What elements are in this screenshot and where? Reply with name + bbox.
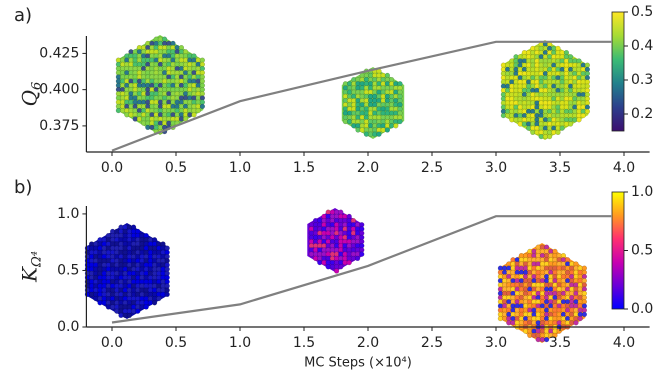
particle-atom	[135, 308, 141, 314]
y-label-base: K	[17, 266, 41, 283]
x-tick-label: 1.5	[293, 335, 315, 351]
y-label-sub: 6	[29, 82, 44, 90]
particle-atom	[559, 125, 565, 131]
y-tick-label: 0.5	[57, 262, 79, 278]
x-tick-label: 3.0	[485, 160, 507, 176]
particle-atom	[546, 134, 553, 140]
x-tick-label: 1.5	[293, 160, 315, 176]
particle-atom	[346, 260, 352, 266]
particle-atom	[143, 304, 149, 310]
colorbar-tick-label: 0.5	[631, 4, 653, 20]
colorbar-tick-label: 1.0	[631, 184, 653, 200]
nanoparticle-image	[497, 243, 588, 343]
x-tick-label: 0.0	[101, 335, 123, 351]
data-line	[111, 215, 612, 324]
x-tick-label: 3.5	[549, 335, 571, 351]
panel-label: b)	[14, 177, 32, 198]
x-axis-label: MC Steps (×10⁴)	[304, 356, 412, 371]
y-tick-label: 0.400	[39, 82, 79, 98]
y-tick-label: 1.0	[57, 206, 79, 222]
y-tick-label: 0.375	[39, 118, 79, 134]
x-tick-label: 1.0	[229, 160, 251, 176]
particle-atom	[543, 337, 550, 343]
x-tick-label: 3.5	[549, 160, 571, 176]
particle-atom	[567, 121, 574, 127]
colorbar	[611, 11, 625, 132]
nanoparticle-image	[307, 208, 365, 274]
particle-atom	[552, 332, 558, 339]
particle-atom	[577, 316, 583, 322]
y-label-base: Q	[17, 90, 41, 106]
particle-atom	[334, 268, 340, 274]
particle-atom	[576, 117, 582, 123]
nanoparticle-image	[84, 223, 170, 319]
x-tick-label: 2.0	[357, 160, 379, 176]
colorbar-tick-label: 0.0	[631, 301, 653, 317]
colorbar-tick-label: 0.3	[631, 72, 653, 88]
y-tick-label: 0.0	[57, 319, 79, 335]
y-tick-label: 0.425	[39, 45, 79, 61]
particle-atom	[384, 127, 391, 133]
particle-atom	[191, 112, 197, 118]
x-tick-label: 0.5	[165, 160, 187, 176]
particle-atom	[573, 320, 579, 326]
colorbar-tick-label: 0.5	[631, 243, 653, 259]
particle-atom	[199, 103, 206, 110]
x-tick-label: 4.0	[613, 335, 635, 351]
y-axis-label: Q6	[17, 82, 44, 107]
particle-atom	[376, 131, 382, 137]
x-tick-label: 1.0	[229, 335, 251, 351]
nanoparticle-image	[500, 40, 591, 140]
y-axis-label: KΩ⁴	[17, 251, 44, 283]
particle-atom	[164, 291, 170, 298]
colorbar-tick-label: 0.2	[631, 106, 653, 122]
particle-atom	[126, 312, 132, 319]
colorbar-tick-label: 0.4	[631, 38, 653, 54]
y-label-sub: Ω⁴	[29, 251, 44, 268]
nanoparticle-image	[341, 67, 405, 139]
x-tick-label: 2.5	[421, 160, 443, 176]
x-tick-label: 0.5	[165, 335, 187, 351]
particle-atom	[393, 123, 399, 129]
particle-atom	[195, 107, 201, 114]
x-tick-label: 3.0	[485, 335, 507, 351]
particle-atom	[580, 112, 586, 119]
particle-atom	[556, 328, 562, 334]
panel-label: a)	[14, 5, 32, 26]
x-tick-label: 2.5	[421, 335, 443, 351]
particle-atom	[152, 300, 158, 306]
data-line	[111, 40, 612, 152]
particle-atom	[156, 296, 162, 302]
x-tick-label: 2.0	[357, 335, 379, 351]
x-tick-label: 4.0	[613, 160, 635, 176]
particle-atom	[397, 118, 403, 125]
particle-atom	[355, 255, 361, 262]
particle-atom	[555, 129, 561, 136]
x-tick-label: 0.0	[101, 160, 123, 176]
colorbar	[611, 191, 625, 310]
particle-atom	[584, 108, 591, 115]
particle-atom	[581, 311, 588, 318]
particle-atom	[359, 251, 365, 257]
nanoparticle-image	[115, 35, 206, 135]
particle-atom	[338, 264, 344, 270]
